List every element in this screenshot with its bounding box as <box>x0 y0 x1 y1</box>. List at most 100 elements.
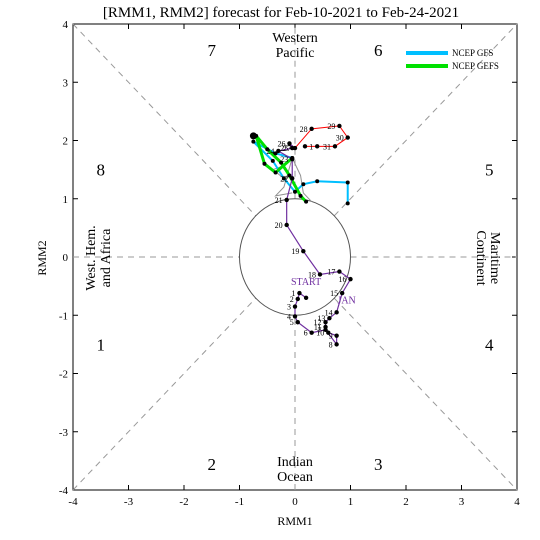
gefs-forecast-point <box>262 161 267 166</box>
y-tick-label: 3 <box>63 77 69 89</box>
observed-day-label: 7 <box>318 326 322 335</box>
observed-point <box>339 290 345 296</box>
observed-day-label: 27 <box>283 144 291 153</box>
x-tick-label: -1 <box>235 496 244 508</box>
x-tick-label: -3 <box>124 496 134 508</box>
legend: NCEP GFS NCEP GEFS <box>406 48 499 71</box>
x-tick-label: 1 <box>348 496 354 508</box>
observed-day-label: 18 <box>308 270 316 279</box>
observed-point <box>290 156 295 162</box>
chart-title: [RMM1, RMM2] forecast for Feb-10-2021 to… <box>103 5 459 21</box>
ensemble-mean-day-label: 1 <box>309 142 313 151</box>
observed-day-label: 9 <box>329 332 333 341</box>
sector-line <box>333 23 518 217</box>
observed-point <box>334 310 339 315</box>
observed-day-label: 8 <box>329 340 333 349</box>
gfs-forecast-point <box>345 180 350 185</box>
x-tick-label: 0 <box>292 496 298 508</box>
observed-point <box>326 330 331 335</box>
y-tick-label: -3 <box>59 427 69 439</box>
forecast-end-marker <box>249 132 257 140</box>
y-tick-label: 2 <box>63 136 69 148</box>
observed-point <box>295 296 300 302</box>
observed-day-label: 12 <box>314 318 322 327</box>
y-tick-label: -2 <box>59 369 68 381</box>
region-label-maritime-continent: Maritime <box>487 232 502 284</box>
ensemble-mean-day-label: 29 <box>327 122 335 131</box>
ensemble-mean-day-label: 30 <box>336 134 344 143</box>
observed-point <box>284 222 289 228</box>
ensemble-mean-point <box>337 123 342 129</box>
start-label: START <box>291 277 321 288</box>
gefs-forecast-point <box>273 170 278 175</box>
x-axis-label: RMM1 <box>277 514 312 528</box>
observed-track-line <box>276 142 352 347</box>
observed-point <box>337 269 342 274</box>
region-label-western-pacific: Pacific <box>276 46 315 61</box>
phase-label: 3 <box>374 455 383 474</box>
observed-day-label: 11 <box>314 323 322 332</box>
gfs-forecast-point <box>345 201 350 206</box>
gfs-forecast-point <box>251 139 256 144</box>
region-label-indian-ocean: Indian <box>277 455 313 470</box>
observed-point <box>276 148 281 154</box>
observed-point <box>348 276 353 282</box>
observed-point <box>290 176 295 181</box>
x-tick-label: 3 <box>459 496 465 508</box>
observed-point <box>323 324 328 330</box>
observed-day-label: 25 <box>280 144 288 153</box>
observed-day-label: 14 <box>325 308 333 317</box>
observed-point <box>284 197 289 203</box>
observed-day-label: 23 <box>280 155 288 164</box>
gfs-forecast-point <box>273 151 278 156</box>
phase-label: 5 <box>485 161 494 180</box>
ensemble-mean-day-label: 31 <box>323 142 331 151</box>
observed-day-label: 16 <box>339 275 347 284</box>
observed-point <box>292 145 298 151</box>
sector-line <box>72 297 257 491</box>
gefs-forecast-point <box>304 199 309 204</box>
observed-point <box>297 290 302 296</box>
ensemble-mean-point <box>309 126 314 132</box>
observed-day-label: 2 <box>290 295 294 304</box>
ensemble-mean-day-label: 28 <box>300 125 308 134</box>
observed-point <box>334 342 339 347</box>
observed-day-label: 13 <box>317 314 325 323</box>
month-label: JAN <box>337 296 355 307</box>
gefs-forecast-point <box>265 147 270 152</box>
observed-point <box>334 333 339 338</box>
observed-point <box>295 320 300 325</box>
observed-point <box>323 320 328 325</box>
region-label-west-hem-africa: and Africa <box>99 228 114 287</box>
region-label-western-pacific: Western <box>272 31 318 46</box>
observed-point <box>301 248 306 254</box>
x-tick-label: -2 <box>179 496 188 508</box>
y-tick-label: 0 <box>63 252 69 264</box>
region-label-maritime-continent: Continent <box>473 230 488 285</box>
observed-day-label: 1 <box>291 289 295 298</box>
observed-day-label: 26 <box>277 139 285 148</box>
observed-day-label: 22 <box>280 174 288 183</box>
region-label-west-hem-africa: West. Hem. <box>84 225 99 290</box>
ensemble-mean-point <box>315 144 320 149</box>
y-tick-label: 4 <box>63 19 69 31</box>
observed-day-label: 20 <box>275 221 283 230</box>
phase-label: 8 <box>97 161 106 180</box>
observed-day-label: 3 <box>287 303 291 312</box>
observed-day-label: 15 <box>330 289 338 298</box>
observed-day-label: 19 <box>291 247 299 256</box>
observed-day-label: 10 <box>316 329 324 338</box>
observed-day-label: 17 <box>327 268 335 277</box>
observed-day-label: 21 <box>275 196 283 205</box>
y-axis-label: RMM2 <box>35 240 49 275</box>
phase-label: 6 <box>374 41 383 60</box>
observed-day-label: 24 <box>266 147 274 156</box>
ensemble-mean-point <box>302 144 308 149</box>
y-tick-label: -1 <box>59 310 68 322</box>
x-tick-label: 4 <box>514 496 520 508</box>
gfs-forecast-point <box>293 189 297 194</box>
observed-point <box>303 295 309 300</box>
observed-point <box>317 272 323 277</box>
gfs-forecast-point <box>281 176 286 181</box>
